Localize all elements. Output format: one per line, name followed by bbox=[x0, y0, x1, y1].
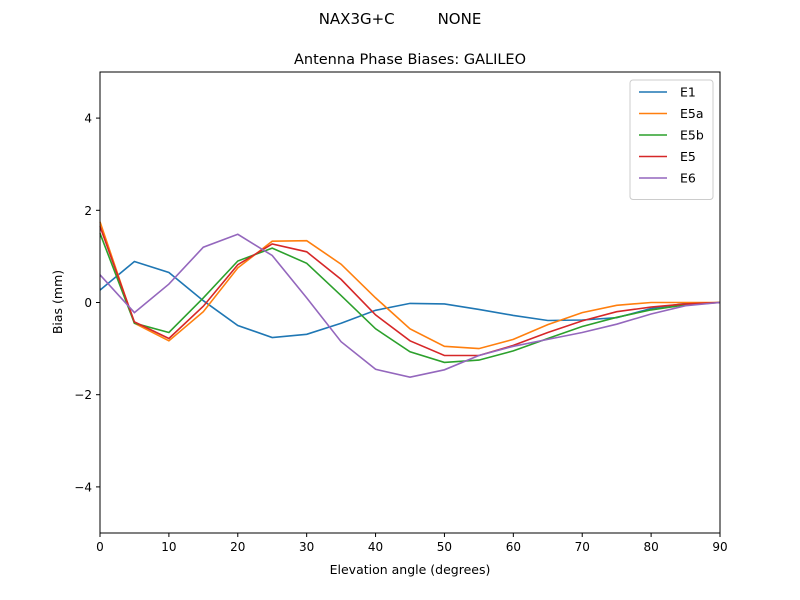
legend-box bbox=[629, 79, 714, 200]
suptitle: NAX3G+C NONE bbox=[319, 10, 482, 28]
legend-label-e6: E6 bbox=[680, 171, 696, 186]
series-line-e5a bbox=[99, 221, 720, 350]
x-axis-label: Elevation angle (degrees) bbox=[330, 562, 491, 577]
legend-label-e1: E1 bbox=[680, 85, 696, 100]
legend: E1 E5a E5b E5 E6 bbox=[629, 79, 714, 200]
legend-label-e5a: E5a bbox=[680, 106, 704, 121]
plot-area bbox=[99, 221, 721, 379]
ticks: 0 10 20 30 40 50 60 70 80 90 −4 −2 0 2 4 bbox=[74, 112, 727, 554]
y-tick-label: 4 bbox=[84, 112, 92, 126]
series-line-e6 bbox=[99, 233, 721, 379]
chart-title: Antenna Phase Biases: GALILEO bbox=[294, 52, 526, 68]
x-tick-label: 20 bbox=[230, 540, 245, 554]
legend-label-e5b: E5b bbox=[680, 128, 704, 143]
y-tick-label: −4 bbox=[74, 480, 92, 494]
x-tick-label: 40 bbox=[368, 540, 383, 554]
y-tick-label: 0 bbox=[84, 296, 92, 310]
x-tick-label: 10 bbox=[161, 540, 176, 554]
y-axis-label: Bias (mm) bbox=[50, 270, 65, 334]
x-tick-label: 50 bbox=[437, 540, 452, 554]
x-tick-label: 60 bbox=[506, 540, 521, 554]
x-tick-label: 90 bbox=[712, 540, 727, 554]
x-tick-label: 0 bbox=[96, 540, 104, 554]
series-line-e5b bbox=[99, 233, 721, 364]
axes-frame bbox=[99, 71, 721, 534]
series-line-e5 bbox=[99, 226, 721, 357]
y-tick-label: −2 bbox=[74, 388, 92, 402]
y-tick-label: 2 bbox=[84, 204, 92, 218]
x-tick-label: 70 bbox=[575, 540, 590, 554]
x-tick-label: 30 bbox=[299, 540, 314, 554]
x-tick-label: 80 bbox=[643, 540, 658, 554]
series-line-e1 bbox=[99, 260, 721, 339]
legend-label-e5: E5 bbox=[680, 149, 696, 164]
